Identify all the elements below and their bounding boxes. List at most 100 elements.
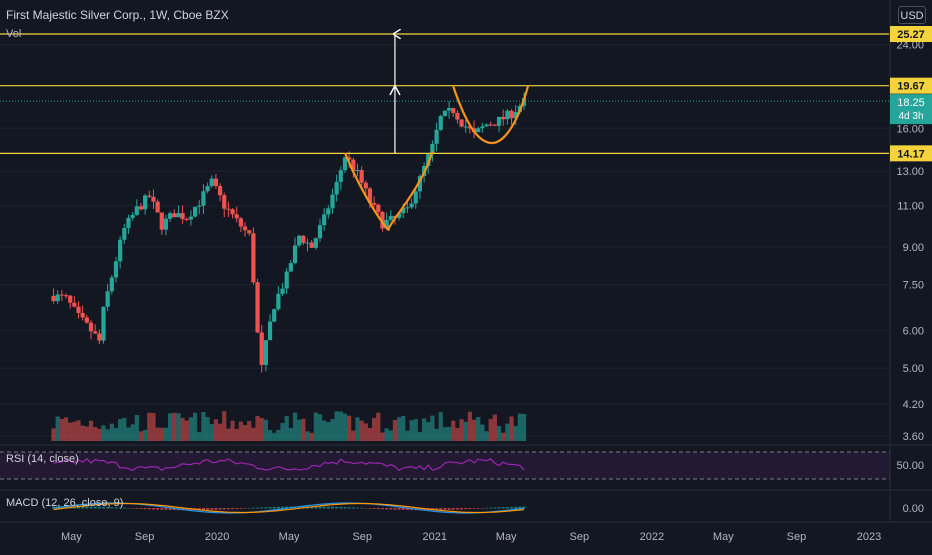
candle-body (280, 288, 285, 294)
candle-body (401, 207, 406, 214)
volume-bar (242, 425, 248, 441)
volume-bar (143, 429, 148, 441)
macd-histogram-bar (77, 506, 81, 509)
volume-bar (476, 417, 481, 441)
candle-body (513, 111, 518, 119)
candle-body (359, 170, 364, 183)
volume-bar (55, 416, 60, 441)
cup-pattern-right (452, 85, 530, 145)
candle-body (426, 154, 431, 167)
candle-body (451, 108, 456, 113)
volume-bar (501, 432, 506, 441)
candle-body (222, 195, 227, 209)
cup-pattern-left (343, 151, 434, 231)
candle-body (201, 191, 206, 206)
volume-bar (272, 432, 277, 441)
volume-label: Vol (6, 28, 22, 40)
macd-histogram-bar (235, 508, 239, 509)
currency-button[interactable]: USD (898, 6, 926, 24)
macd-histogram-bar (126, 507, 130, 509)
time-tick-label: Sep (787, 531, 807, 543)
macd-histogram-bar (297, 506, 301, 509)
volume-bar (467, 411, 472, 441)
volume-bar (326, 422, 331, 441)
macd-histogram-bar (368, 508, 372, 509)
volume-bar (451, 420, 456, 441)
volume-bar (251, 427, 256, 441)
candle-body (122, 228, 127, 240)
volume-bar (172, 412, 177, 441)
candle-body (397, 213, 402, 218)
volume-bar (513, 426, 518, 441)
candle-body (384, 219, 389, 229)
macd-histogram-bar (93, 506, 97, 509)
time-tick-label: Sep (135, 531, 155, 543)
candle-body (488, 124, 493, 126)
volume-bar (322, 420, 327, 441)
candle-body (147, 195, 152, 197)
volume-bar (176, 413, 181, 441)
macd-histogram-bar (243, 508, 247, 509)
macd-histogram-bar (460, 508, 464, 510)
macd-histogram-bar (489, 507, 493, 509)
time-tick-label: May (279, 531, 300, 543)
rsi-band (0, 452, 890, 479)
macd-histogram-bar (443, 508, 447, 510)
volume-bar (442, 427, 448, 441)
volume-bar (159, 427, 164, 441)
last-price-tag: 18.25 (897, 97, 925, 109)
macd-histogram-bar (281, 506, 285, 509)
candle-body (159, 212, 164, 230)
macd-histogram-bar (172, 508, 176, 511)
volume-bar (226, 428, 231, 441)
volume-bar (359, 420, 364, 441)
volume-bar (267, 430, 273, 441)
candle-body (109, 277, 114, 292)
volume-bar (118, 419, 123, 441)
volume-bar (409, 420, 414, 441)
macd-histogram-bar (514, 506, 518, 509)
macd-histogram-bar (447, 508, 451, 510)
macd-histogram-bar (201, 508, 205, 511)
macd-histogram-bar (206, 508, 210, 510)
candle-body (72, 302, 77, 307)
macd-histogram-bar (364, 508, 368, 509)
volume-bar (263, 419, 268, 441)
volume-bar (68, 422, 73, 441)
macd-histogram-bar (81, 506, 85, 509)
candle-body (84, 317, 89, 323)
volume-bar (355, 417, 360, 441)
volume-bar (492, 414, 497, 441)
macd-histogram-bar (139, 508, 143, 509)
candle-body (442, 110, 448, 116)
volume-bar (76, 420, 81, 441)
volume-bar (217, 423, 223, 441)
macd-histogram-bar (185, 508, 189, 511)
candle-body (217, 185, 223, 196)
volume-bar (446, 426, 452, 441)
candle-body (247, 230, 252, 234)
candle-body (405, 207, 410, 209)
candle-body (301, 235, 306, 243)
candle-body (255, 282, 260, 333)
macd-histogram-bar (226, 508, 230, 510)
level-tag-2: 19.67 (897, 81, 925, 93)
volume-bar (342, 413, 348, 441)
volume-bar (280, 422, 285, 441)
macd-histogram-bar (89, 506, 93, 509)
volume-bar (101, 425, 106, 441)
candle-body (409, 203, 414, 208)
time-tick-label: 2021 (423, 531, 447, 543)
candle-body (372, 202, 377, 205)
price-tick-label: 4.20 (903, 399, 924, 411)
macd-histogram-bar (156, 508, 160, 510)
volume-bar (122, 417, 127, 441)
candle-body (334, 181, 339, 195)
price-tick-label: 24.00 (896, 40, 924, 52)
volume-bar (105, 429, 110, 441)
macd-histogram-bar (285, 506, 289, 509)
candle-body (297, 235, 302, 246)
macd-histogram-bar (493, 507, 497, 509)
